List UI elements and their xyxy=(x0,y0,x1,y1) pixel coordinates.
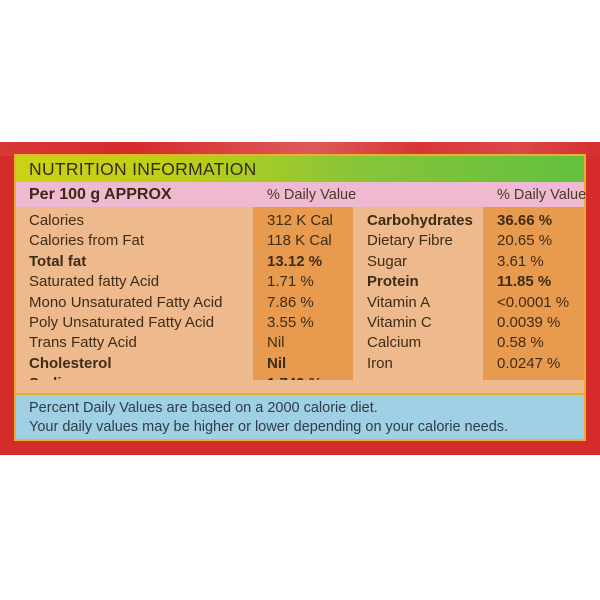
nutrient-value-right-8: 0.0247 % xyxy=(497,354,561,372)
serving-size-header: Per 100 g APPROX xyxy=(29,185,172,203)
nutrient-value-left-1: 312 K Cal xyxy=(267,212,333,229)
nutrient-value-left-2: 118 K Cal xyxy=(267,232,332,250)
nutrient-name-left-6: Poly Unsaturated Fatty Acid xyxy=(29,313,215,331)
nutrient-value-right-6: 0.0039 % xyxy=(497,313,561,331)
nutrient-value-left-6: 3.55 % xyxy=(267,313,314,331)
nutrient-name-right-3: Sugar xyxy=(367,252,408,270)
nutrient-name-column-left: Calories Calories from Fat Total fat Satura… xyxy=(29,211,253,380)
nutrient-value-left-4: 1.71 % xyxy=(267,273,314,291)
nutrient-value-column-left: 312 K Cal 118 K Cal 13.12 % 1.71 % 7.86 % 3.5… xyxy=(267,211,353,380)
nutrition-body: Calories Calories from Fat Total fat Satura… xyxy=(16,207,584,380)
nutrient-value-right-5: <0.0001 % xyxy=(497,293,570,311)
nutrition-label-frame: NUTRITION INFORMATION Per 100 g APPROX %… xyxy=(0,142,600,455)
nutrient-name-left-7: Trans Fatty Acid xyxy=(29,334,137,352)
value-column-band-right xyxy=(483,207,584,380)
daily-value-header-left: % Daily Value xyxy=(267,186,357,203)
nutrient-value-right-7: 0.58 % xyxy=(497,334,544,352)
nutrient-name-right-1: Carbohydrates xyxy=(367,212,473,229)
footnote-line-2: Your daily values may be higher or lower… xyxy=(29,419,509,435)
page-title: NUTRITION INFORMATION xyxy=(29,158,257,179)
nutrient-value-right-4: 11.85 % xyxy=(497,273,552,291)
footnote-line-1: Percent Daily Values are based on a 2000… xyxy=(29,400,378,416)
nutrition-label-panel: NUTRITION INFORMATION Per 100 g APPROX %… xyxy=(14,154,586,441)
nutrient-name-left-8: Cholesterol xyxy=(29,354,112,372)
nutrient-name-right-8: Iron xyxy=(367,354,393,372)
nutrient-name-left-3: Total fat xyxy=(29,252,87,270)
nutrient-name-left-5: Mono Unsaturated Fatty Acid xyxy=(29,293,223,311)
nutrient-value-left-5: 7.86 % xyxy=(267,293,314,311)
value-column-band-left xyxy=(253,207,353,380)
nutrition-header-row: Per 100 g APPROX % Daily Value % Daily V… xyxy=(16,182,587,207)
nutrient-name-right-2: Dietary Fibre xyxy=(367,232,453,250)
nutrient-name-right-9 xyxy=(367,374,483,380)
nutrient-name-right-7: Calcium xyxy=(367,334,422,352)
nutrient-value-right-9 xyxy=(497,374,584,380)
nutrient-name-right-6: Vitamin C xyxy=(367,313,432,331)
nutrient-value-column-right: 36.66 % 20.65 % 3.61 % 11.85 % <0.0001 % 0.00… xyxy=(497,211,584,380)
nutrient-name-column-right: Carbohydrates Dietary Fibre Sugar Protein Vi… xyxy=(367,211,483,380)
nutrient-value-left-8: Nil xyxy=(267,354,287,372)
nutrient-name-right-4: Protein xyxy=(367,273,419,291)
nutrient-value-left-3: 13.12 % xyxy=(267,252,323,270)
daily-value-footnote: Percent Daily Values are based on a 2000… xyxy=(16,393,584,439)
nutrient-name-left-9: Sodium xyxy=(29,374,253,380)
daily-value-header-right: % Daily Value xyxy=(497,186,587,203)
nutrient-value-left-7: Nil xyxy=(267,334,285,352)
nutrient-name-left-4: Saturated fatty Acid xyxy=(29,273,160,291)
nutrient-value-right-1: 36.66 % xyxy=(497,212,553,229)
nutrient-value-right-3: 3.61 % xyxy=(497,252,544,270)
nutrient-name-right-5: Vitamin A xyxy=(367,293,431,311)
nutrient-name-left-1: Calories xyxy=(29,212,85,229)
nutrient-value-left-9: 1.749 % xyxy=(267,374,353,380)
nutrition-title-band: NUTRITION INFORMATION xyxy=(16,156,584,182)
nutrient-value-right-2: 20.65 % xyxy=(497,232,553,250)
nutrient-name-left-2: Calories from Fat xyxy=(29,232,145,250)
